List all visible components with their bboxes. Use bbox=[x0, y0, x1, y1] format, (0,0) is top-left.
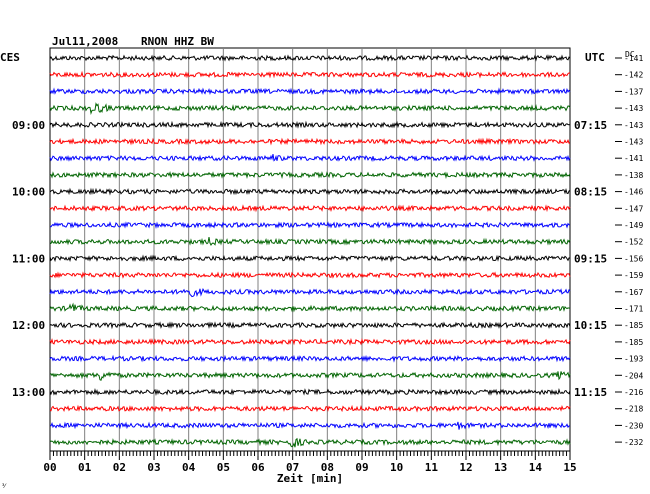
x-tick-label: 02 bbox=[113, 461, 126, 474]
seismic-trace bbox=[49, 54, 571, 62]
seismic-trace bbox=[49, 187, 571, 196]
seismic-trace bbox=[49, 87, 571, 96]
left-hour-label: 13:00 bbox=[12, 386, 45, 399]
trace-group bbox=[49, 54, 571, 448]
x-tick-label: 08 bbox=[321, 461, 334, 474]
dc-offset-label: -143 bbox=[624, 138, 643, 147]
date-label: Jul11,2008 bbox=[52, 35, 118, 48]
x-tick-label: 15 bbox=[563, 461, 576, 474]
seismic-trace bbox=[49, 170, 571, 179]
dc-offset-label: -167 bbox=[624, 288, 643, 297]
right-hour-label: 11:15 bbox=[574, 386, 607, 399]
station-label: RNON HHZ BW bbox=[141, 35, 214, 48]
seismic-trace bbox=[49, 254, 571, 263]
seismic-trace bbox=[49, 437, 571, 448]
seismic-trace bbox=[49, 120, 571, 129]
seismic-trace bbox=[49, 237, 571, 246]
seismic-trace bbox=[49, 70, 571, 79]
dc-offset-label: -141 bbox=[624, 154, 643, 163]
dc-offset-label: -143 bbox=[624, 121, 643, 130]
seismic-trace bbox=[49, 387, 571, 396]
right-hour-label: 10:15 bbox=[574, 319, 607, 332]
x-axis: 00 01 02 03 04 05 06 07 08 09 10 11 12 13 14 15 bbox=[43, 450, 577, 474]
dc-offset-label: -232 bbox=[624, 438, 643, 447]
right-hour-label: 07:15 bbox=[574, 119, 607, 132]
x-tick-label: 07 bbox=[286, 461, 299, 474]
dc-offset-label: -156 bbox=[624, 254, 643, 263]
x-tick-label: 12 bbox=[459, 461, 472, 474]
left-hour-label: 09:00 bbox=[12, 119, 45, 132]
dc-offset-label: -137 bbox=[624, 87, 643, 96]
seismic-trace bbox=[49, 137, 571, 146]
dc-offset-label: -159 bbox=[624, 271, 643, 280]
x-tick-label: 09 bbox=[355, 461, 368, 474]
dc-offset-label: -185 bbox=[624, 338, 643, 347]
dc-offset-label: -193 bbox=[624, 355, 643, 364]
right-hour-label: 09:15 bbox=[574, 252, 607, 265]
seismic-trace bbox=[49, 354, 571, 363]
left-hour-label: 12:00 bbox=[12, 319, 45, 332]
x-tick-label: 13 bbox=[494, 461, 507, 474]
dc-offset-label: -152 bbox=[624, 238, 643, 247]
left-timezone-label: CES bbox=[0, 51, 20, 64]
right-timezone-label: UTC bbox=[585, 51, 605, 64]
dc-offset-label: -230 bbox=[624, 421, 643, 430]
seismic-trace bbox=[49, 337, 571, 346]
left-hour-label: 10:00 bbox=[12, 186, 45, 199]
x-tick-label: 10 bbox=[390, 461, 403, 474]
dc-header-label: DC bbox=[625, 50, 635, 59]
dc-offset-label: -171 bbox=[624, 305, 643, 314]
x-tick-label: 05 bbox=[217, 461, 230, 474]
corner-mark: ³⁄ bbox=[2, 483, 7, 490]
x-tick-label: 00 bbox=[43, 461, 56, 474]
dc-offset-label: -185 bbox=[624, 321, 643, 330]
dc-offset-label: -141 bbox=[624, 54, 643, 63]
seismic-trace bbox=[49, 404, 571, 413]
seismic-trace bbox=[49, 287, 571, 298]
x-tick-label: 03 bbox=[147, 461, 160, 474]
left-hour-labels: 09:00 10:00 11:00 12:00 13:00 bbox=[12, 119, 45, 399]
dc-offset-label: -146 bbox=[624, 188, 643, 197]
x-tick-label: 14 bbox=[529, 461, 543, 474]
dc-offset-label: -143 bbox=[624, 104, 643, 113]
seismic-trace bbox=[50, 221, 571, 230]
right-hour-labels: 07:15 08:15 09:15 10:15 11:15 bbox=[574, 119, 607, 399]
minute-grid bbox=[49, 47, 571, 452]
dc-offset-label: -216 bbox=[624, 388, 643, 397]
dc-offset-label: -142 bbox=[624, 71, 643, 80]
x-tick-label: 01 bbox=[78, 461, 92, 474]
seismic-trace bbox=[49, 371, 571, 381]
dc-offset-label: -204 bbox=[624, 371, 643, 380]
dc-offset-label: -149 bbox=[624, 221, 643, 230]
dc-offset-label: -147 bbox=[624, 204, 643, 213]
seismic-trace bbox=[49, 421, 571, 430]
x-tick-label: 04 bbox=[182, 461, 196, 474]
x-axis-title: Zeit [min] bbox=[277, 472, 343, 485]
right-hour-label: 08:15 bbox=[574, 186, 607, 199]
seismic-trace bbox=[49, 204, 571, 213]
seismic-trace bbox=[49, 153, 571, 163]
left-hour-label: 11:00 bbox=[12, 252, 45, 265]
dc-offset-label: -218 bbox=[624, 405, 643, 414]
seismic-trace bbox=[49, 321, 571, 330]
x-tick-label: 11 bbox=[425, 461, 439, 474]
dc-offset-label: -138 bbox=[624, 171, 643, 180]
seismic-trace bbox=[49, 302, 571, 313]
dc-offset-labels: -141 -142 -137 -143 -143 -143 -141 -138 -146 -147… bbox=[615, 54, 643, 447]
seismic-trace bbox=[49, 271, 571, 280]
x-tick-label: 06 bbox=[251, 461, 265, 474]
seismic-trace bbox=[49, 102, 571, 115]
